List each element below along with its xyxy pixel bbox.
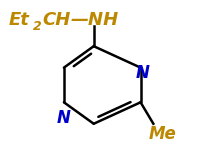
Text: CH: CH: [43, 11, 71, 29]
Text: N: N: [56, 109, 70, 127]
Text: 2: 2: [33, 20, 42, 33]
Text: N: N: [135, 64, 149, 82]
Text: Me: Me: [149, 125, 177, 143]
Text: —NH: —NH: [70, 11, 119, 29]
Text: Et: Et: [9, 11, 29, 29]
